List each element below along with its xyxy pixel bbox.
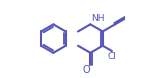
Text: NH: NH (91, 14, 105, 23)
Text: Cl: Cl (108, 51, 116, 61)
Text: O: O (82, 65, 90, 75)
